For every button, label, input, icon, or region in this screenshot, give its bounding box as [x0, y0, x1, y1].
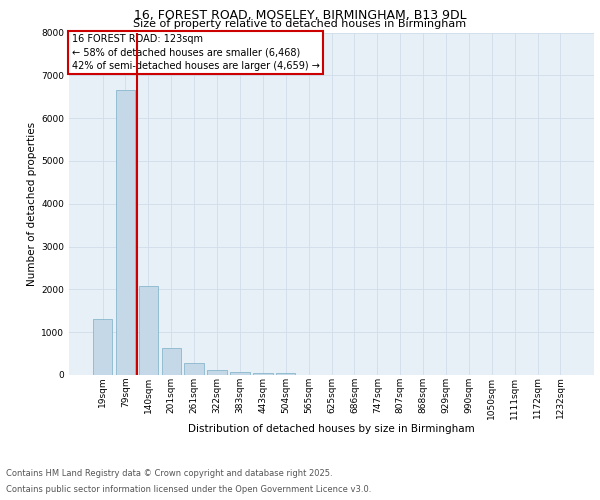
Text: 16, FOREST ROAD, MOSELEY, BIRMINGHAM, B13 9DL: 16, FOREST ROAD, MOSELEY, BIRMINGHAM, B1…	[134, 9, 466, 22]
Bar	[208, 370, 227, 375]
Text: 16 FOREST ROAD: 123sqm
← 58% of detached houses are smaller (6,468)
42% of semi-: 16 FOREST ROAD: 123sqm ← 58% of detached…	[71, 34, 320, 70]
Text: Contains public sector information licensed under the Open Government Licence v3: Contains public sector information licen…	[6, 485, 371, 494]
Text: Contains HM Land Registry data © Crown copyright and database right 2025.: Contains HM Land Registry data © Crown c…	[6, 468, 332, 477]
X-axis label: Distribution of detached houses by size in Birmingham: Distribution of detached houses by size …	[188, 424, 475, 434]
Bar	[139, 286, 158, 375]
Bar	[161, 348, 181, 375]
Bar	[93, 320, 112, 375]
Bar	[230, 372, 250, 375]
Y-axis label: Number of detached properties: Number of detached properties	[27, 122, 37, 286]
Bar	[184, 362, 204, 375]
Text: Size of property relative to detached houses in Birmingham: Size of property relative to detached ho…	[133, 19, 467, 29]
Bar	[253, 374, 272, 375]
Bar	[116, 90, 135, 375]
Bar	[276, 373, 295, 375]
